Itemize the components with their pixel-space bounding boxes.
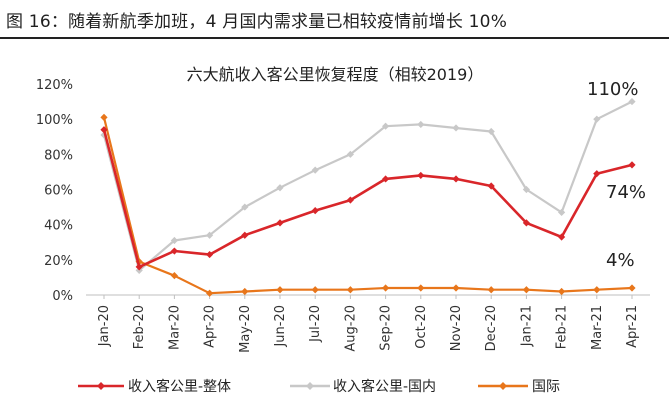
y-tick-label: 120% [36,78,73,93]
data-point [382,284,390,292]
legend-label: 国际 [532,379,560,395]
series-line [102,100,633,272]
x-tick-label: Aug-20 [343,305,358,352]
data-point [417,284,425,292]
x-tick-label: Jul-20 [308,305,323,343]
data-point [311,286,319,294]
header-divider [0,37,669,39]
data-point [346,150,354,158]
legend-swatch-marker [97,382,105,390]
data-point [241,231,249,239]
x-tick-label: Jun-20 [273,305,288,348]
data-point [628,284,636,292]
legend-item: 收入客公里-整体 [78,378,231,395]
x-tick-label: Feb-21 [555,305,570,349]
data-point [593,115,601,123]
data-point [241,203,249,211]
data-point [593,286,601,294]
data-point [382,122,390,130]
y-tick-label: 80% [44,148,73,163]
annotation-overall: 74% [606,182,646,203]
data-point [452,175,460,183]
data-point [628,161,636,169]
legend-item: 国际 [478,379,560,395]
data-point [276,219,284,227]
x-tick-label: Mar-21 [590,305,605,350]
data-point [487,182,495,190]
x-tick-label: Jan-21 [519,305,534,347]
data-point [170,236,178,245]
legend-swatch-marker [306,382,314,390]
data-point [241,287,249,296]
data-point [311,207,319,215]
legend: 收入客公里-整体 收入客公里-国内 国际 [78,378,560,395]
y-tick-label: 0% [52,289,73,304]
data-point [558,287,566,296]
series-overall [100,126,636,271]
data-point [452,284,460,292]
data-point [558,208,566,216]
x-tick-label: Sep-20 [379,305,394,351]
axes: 0% 20% 40% 60% 80% 100% 120% Jan-20 Feb-20 Mar-20… [36,78,650,353]
data-point [487,286,495,294]
legend-swatch-marker [499,382,507,390]
data-point [382,175,390,183]
x-tick-label: Oct-20 [414,305,429,349]
data-point [100,113,108,122]
x-tick-label: Dec-20 [484,305,499,351]
data-point [276,286,284,294]
data-point [487,127,495,136]
data-point [206,289,214,297]
x-tick-label: Apr-20 [203,305,218,348]
x-tick-label: Feb-20 [132,305,147,349]
data-point [417,171,425,180]
annotation-international: 4% [606,250,635,271]
annotation-layer: 110% 74% 4% [587,79,646,271]
chart-title: 六大航收入客公里恢复程度（相较2019） [187,65,484,84]
data-point [346,286,354,294]
series-domestic [100,97,636,274]
data-point [276,184,284,192]
annotation-domestic: 110% [587,79,638,100]
y-tick-label: 20% [44,254,73,269]
y-tick-label: 100% [36,113,73,128]
data-point [206,250,214,259]
series-international [100,113,636,297]
data-point [170,247,178,255]
data-point [206,231,214,239]
data-point [100,126,108,134]
y-tick-label: 60% [44,184,73,199]
x-tick-label: Jan-20 [97,305,112,347]
legend-label: 收入客公里-整体 [128,378,231,395]
figure-header: 图 16：随着新航季加班，4 月国内需求量已相较疫情前增长 10% [0,0,669,39]
series-line [102,129,633,269]
y-tick-label: 40% [44,219,73,234]
data-point [628,97,636,106]
data-point [522,185,530,194]
data-point [593,170,601,178]
series-line [102,117,633,295]
x-tick-label: Nov-20 [449,305,464,351]
series-layer [100,97,636,297]
legend-item: 收入客公里-国内 [290,378,436,395]
data-point [135,263,143,271]
x-tick-label: Apr-21 [625,305,640,348]
data-point [417,120,425,129]
data-point [452,124,460,132]
data-point [311,166,319,174]
data-point [558,233,566,241]
legend-label: 收入客公里-国内 [333,378,436,395]
figure-title: 图 16：随着新航季加班，4 月国内需求量已相较疫情前增长 10% [6,12,508,32]
data-point [346,196,354,204]
x-tick-label: Mar-20 [167,305,182,350]
data-point [170,272,178,280]
x-tick-label: May-20 [238,305,253,353]
data-point [522,219,530,227]
data-point [522,286,530,294]
